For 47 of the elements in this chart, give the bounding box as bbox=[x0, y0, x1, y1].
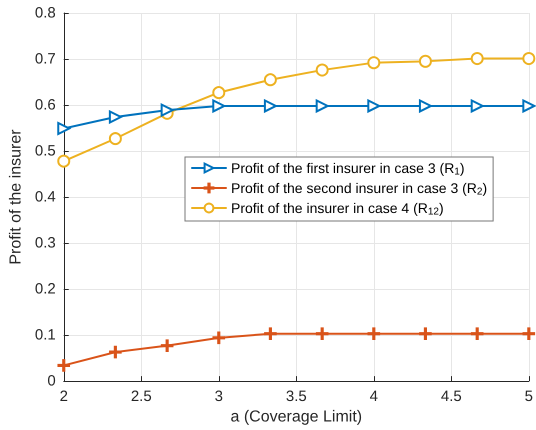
point bbox=[212, 332, 226, 344]
x-tick-label: 5 bbox=[524, 388, 533, 406]
y-tick-label: 0.7 bbox=[34, 50, 56, 68]
point bbox=[264, 73, 277, 86]
point bbox=[367, 56, 380, 70]
point bbox=[264, 99, 277, 112]
point bbox=[522, 327, 536, 340]
point bbox=[470, 52, 484, 66]
point bbox=[522, 52, 536, 66]
point bbox=[212, 86, 226, 100]
point bbox=[367, 99, 380, 112]
point bbox=[470, 99, 484, 112]
point bbox=[57, 122, 70, 135]
y-tick-label: 0.4 bbox=[34, 188, 56, 206]
y-tick-label: 0.6 bbox=[34, 96, 56, 114]
y-tick-label: 0.3 bbox=[34, 234, 56, 252]
x-tick-label: 3 bbox=[214, 388, 223, 406]
y-axis-title: Profit of the insurer bbox=[8, 128, 24, 265]
point bbox=[57, 359, 70, 372]
x-tick-label: 2.5 bbox=[130, 388, 152, 406]
y-tick-label: 0.2 bbox=[34, 280, 56, 298]
point bbox=[108, 110, 122, 124]
point bbox=[418, 99, 432, 112]
point bbox=[160, 339, 174, 352]
y-tick-label: 0.5 bbox=[34, 142, 56, 160]
point bbox=[160, 104, 174, 117]
point bbox=[264, 327, 277, 340]
x-tick-label: 4.5 bbox=[440, 388, 462, 406]
y-tick-label: 0 bbox=[47, 372, 56, 390]
point bbox=[57, 154, 70, 168]
x-tick-label: 3.5 bbox=[286, 388, 307, 406]
point bbox=[419, 327, 432, 340]
point bbox=[368, 327, 380, 340]
point bbox=[316, 99, 329, 112]
point bbox=[212, 99, 226, 112]
x-tick-label: 2 bbox=[60, 388, 68, 406]
point bbox=[470, 327, 484, 340]
point bbox=[418, 54, 432, 68]
x-axis-title: a (Coverage Limit) bbox=[230, 408, 362, 426]
point bbox=[316, 327, 328, 340]
point bbox=[522, 99, 536, 112]
y-tick-label: 0.1 bbox=[34, 326, 56, 344]
y-tick-label: 0.8 bbox=[34, 4, 56, 22]
x-tick-label: 4 bbox=[370, 388, 378, 406]
point bbox=[108, 132, 122, 146]
point bbox=[109, 346, 122, 358]
point bbox=[316, 64, 329, 77]
